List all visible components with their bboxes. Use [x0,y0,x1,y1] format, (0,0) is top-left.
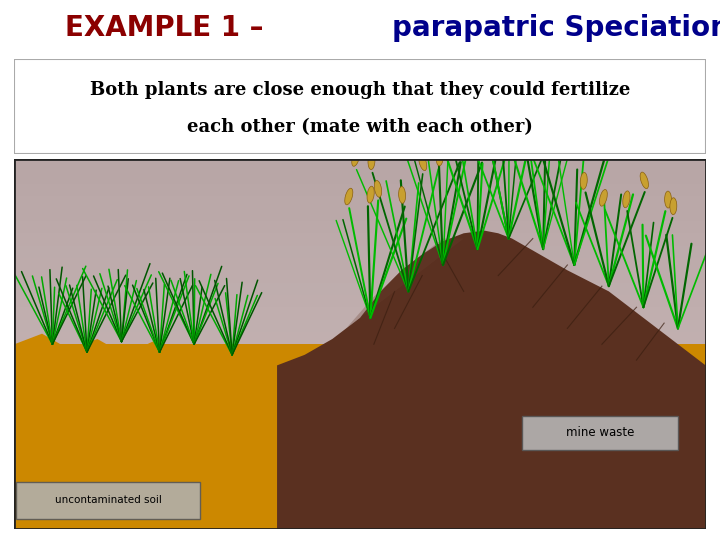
Bar [14,430,706,443]
Ellipse shape [422,130,430,146]
Ellipse shape [554,135,562,152]
Ellipse shape [600,190,607,206]
Ellipse shape [536,133,543,150]
Bar [14,332,706,345]
Ellipse shape [557,126,564,143]
Ellipse shape [670,198,677,215]
Bar [14,208,706,221]
Ellipse shape [399,186,405,204]
Bar [14,197,706,208]
Bar [14,443,706,455]
Bar [14,504,706,517]
Ellipse shape [523,126,531,143]
Ellipse shape [459,104,467,121]
Bar [14,455,706,468]
Bar [14,172,706,184]
Ellipse shape [368,153,375,170]
FancyBboxPatch shape [523,416,678,450]
Ellipse shape [437,126,444,144]
Ellipse shape [464,128,470,145]
Ellipse shape [419,154,427,171]
Bar [14,271,706,282]
Ellipse shape [456,133,462,150]
Ellipse shape [495,109,503,125]
Ellipse shape [436,149,444,166]
Ellipse shape [568,127,575,145]
Ellipse shape [665,191,672,208]
Ellipse shape [640,172,649,188]
Ellipse shape [600,136,607,153]
Ellipse shape [412,134,419,151]
Ellipse shape [528,108,536,125]
Bar [14,258,706,270]
Ellipse shape [449,129,456,146]
Bar [14,295,706,307]
Ellipse shape [528,134,536,151]
Bar [14,233,706,246]
Bar [14,184,706,197]
Ellipse shape [404,133,411,150]
Ellipse shape [579,133,586,150]
Bar [14,345,706,356]
Polygon shape [277,231,706,529]
Bar [14,394,706,406]
Ellipse shape [603,140,611,157]
Text: parapatric Speciation: parapatric Speciation [392,15,720,42]
Ellipse shape [345,188,353,205]
Text: Both plants are close enough that they could fertilize: Both plants are close enough that they c… [90,80,630,99]
Bar [14,345,706,529]
Bar [14,307,706,320]
Bar [14,320,706,332]
Bar [14,517,706,529]
Bar [14,480,706,492]
Polygon shape [346,239,464,328]
Ellipse shape [454,143,462,159]
Ellipse shape [504,126,511,143]
Bar [14,492,706,504]
Ellipse shape [507,126,515,143]
FancyBboxPatch shape [17,482,199,518]
Ellipse shape [580,172,588,190]
Bar [14,468,706,480]
Bar [14,356,706,369]
Ellipse shape [480,104,487,120]
Ellipse shape [352,150,360,166]
Bar [14,406,706,418]
Bar [14,159,706,172]
Ellipse shape [516,104,523,120]
Ellipse shape [367,186,374,203]
Ellipse shape [623,191,630,208]
Ellipse shape [446,137,453,154]
Bar [14,282,706,295]
Bar [14,221,706,233]
Bar [14,369,706,381]
Bar [14,418,706,430]
Ellipse shape [374,180,382,197]
Text: each other (mate with each other): each other (mate with each other) [187,118,533,137]
Polygon shape [14,334,325,529]
Ellipse shape [474,126,482,143]
Bar [14,246,706,258]
Ellipse shape [528,131,535,148]
Ellipse shape [544,134,552,151]
Bar [14,381,706,394]
Text: EXAMPLE 1 –: EXAMPLE 1 – [65,15,273,42]
Text: uncontaminated soil: uncontaminated soil [55,495,162,505]
Text: mine waste: mine waste [566,426,634,439]
